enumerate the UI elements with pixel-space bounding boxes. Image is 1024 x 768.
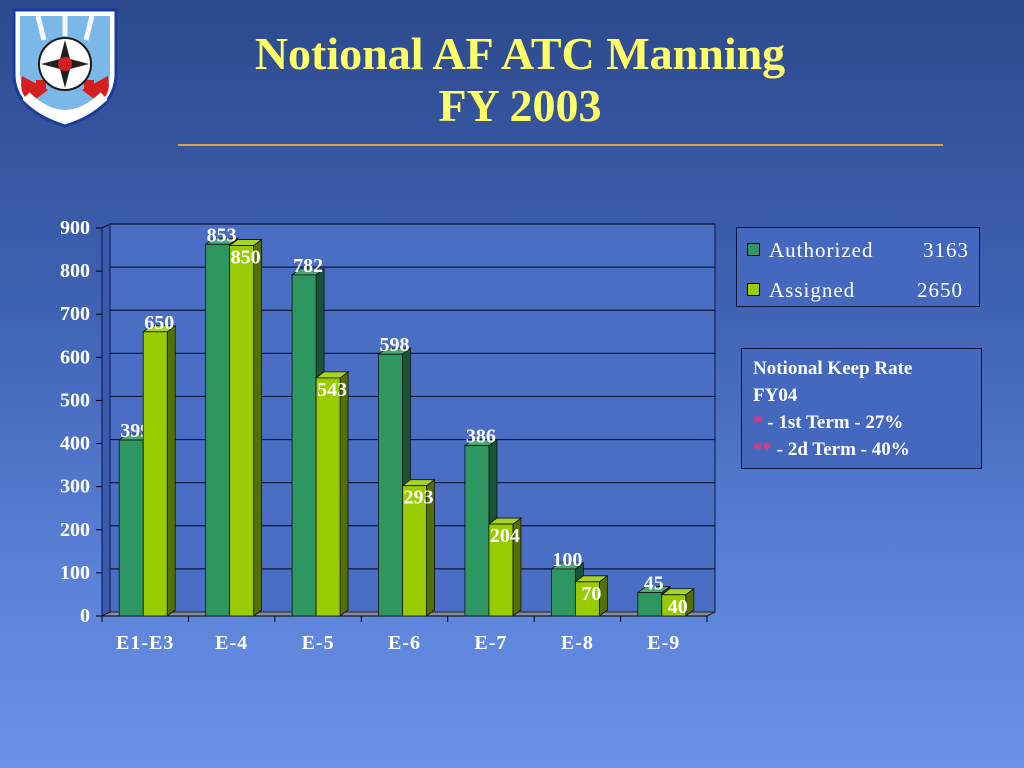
data-label-authorized: 386 bbox=[466, 426, 496, 448]
bar-authorized bbox=[550, 568, 576, 617]
data-label-assigned: 204 bbox=[490, 525, 520, 547]
bar-authorized bbox=[205, 243, 231, 617]
data-label-authorized: 45 bbox=[644, 573, 664, 595]
bar-assigned bbox=[229, 245, 255, 617]
x-tick-label: E1-E3 bbox=[116, 632, 174, 654]
legend-label-assigned: Assigned bbox=[769, 278, 856, 302]
bar-authorized bbox=[291, 274, 317, 617]
data-label-assigned: 650 bbox=[144, 312, 174, 334]
note-line-3: * - 1st Term - 27% bbox=[753, 409, 981, 436]
bar-assigned bbox=[488, 523, 514, 617]
y-tick-label: 0 bbox=[80, 605, 90, 627]
bar-side-assigned bbox=[253, 238, 263, 617]
x-tick-label: E-6 bbox=[388, 632, 421, 654]
note-line-2: FY04 bbox=[753, 385, 798, 406]
bar-assigned bbox=[402, 485, 427, 617]
note-marker-1st-term: * bbox=[753, 412, 763, 433]
y-tick-label: 400 bbox=[60, 433, 90, 455]
note-marker-2d-term: ** bbox=[753, 439, 772, 460]
legend-swatch-authorized bbox=[747, 243, 760, 256]
legend-item-authorized: Authorized 3163 bbox=[747, 238, 973, 262]
data-label-assigned: 40 bbox=[668, 596, 688, 618]
data-label-authorized: 598 bbox=[380, 334, 410, 356]
af-flight-standards-agency-logo bbox=[12, 8, 118, 128]
bar-authorized bbox=[378, 353, 403, 617]
note-line-4: ** - 2d Term - 40% bbox=[753, 436, 981, 463]
chart-side-wall bbox=[101, 223, 111, 617]
keep-rate-note: Notional Keep Rate FY04 * - 1st Term - 2… bbox=[741, 348, 982, 469]
title-divider bbox=[178, 144, 943, 146]
data-label-authorized: 782 bbox=[293, 255, 323, 277]
y-tick-label: 300 bbox=[60, 476, 90, 498]
bar-assigned bbox=[142, 331, 168, 617]
note-text-2d-term: - 2d Term - 40% bbox=[772, 439, 910, 460]
x-tick-label: E-9 bbox=[647, 632, 680, 654]
bar-side-assigned bbox=[166, 324, 176, 617]
data-label-authorized: 399 bbox=[120, 420, 150, 442]
slide-title-line-2: FY 2003 bbox=[438, 80, 602, 131]
data-label-assigned: 70 bbox=[581, 583, 601, 605]
note-text-1st-term: - 1st Term - 27% bbox=[762, 412, 904, 433]
chart-legend: Authorized 3163 Assigned 2650 bbox=[736, 227, 980, 307]
y-tick-label: 500 bbox=[60, 389, 90, 411]
y-tick-label: 800 bbox=[60, 260, 90, 282]
y-tick-label: 900 bbox=[60, 217, 90, 239]
x-tick-label: E-7 bbox=[474, 632, 507, 654]
data-label-authorized: 853 bbox=[207, 224, 237, 246]
data-label-assigned: 850 bbox=[231, 247, 261, 269]
bar-authorized bbox=[118, 439, 144, 617]
legend-item-assigned: Assigned 2650 bbox=[747, 278, 973, 302]
legend-total-assigned: 2650 bbox=[917, 278, 963, 302]
bar-authorized bbox=[637, 592, 663, 617]
y-tick-label: 700 bbox=[60, 303, 90, 325]
note-line-1: Notional Keep Rate bbox=[753, 358, 913, 379]
bar-assigned bbox=[315, 377, 341, 617]
legend-total-authorized: 3163 bbox=[923, 238, 969, 262]
data-label-assigned: 543 bbox=[317, 379, 347, 401]
y-tick-label: 200 bbox=[60, 519, 90, 541]
data-label-assigned: 293 bbox=[404, 487, 434, 509]
legend-label-authorized: Authorized bbox=[769, 238, 874, 262]
bar-assigned bbox=[574, 581, 600, 617]
x-tick-label: E-4 bbox=[215, 632, 248, 654]
bar-authorized bbox=[464, 445, 490, 617]
bar-side-assigned bbox=[339, 371, 349, 617]
y-tick-label: 600 bbox=[60, 346, 90, 368]
slide-title: Notional AF ATC Manning FY 2003 bbox=[150, 28, 890, 132]
legend-swatch-assigned bbox=[747, 283, 760, 296]
slide-title-line-1: Notional AF ATC Manning bbox=[254, 28, 786, 79]
bar-assigned bbox=[661, 594, 687, 617]
data-label-authorized: 100 bbox=[552, 549, 582, 571]
x-tick-label: E-5 bbox=[302, 632, 335, 654]
x-tick-label: E-8 bbox=[561, 632, 594, 654]
y-tick-label: 100 bbox=[60, 562, 90, 584]
